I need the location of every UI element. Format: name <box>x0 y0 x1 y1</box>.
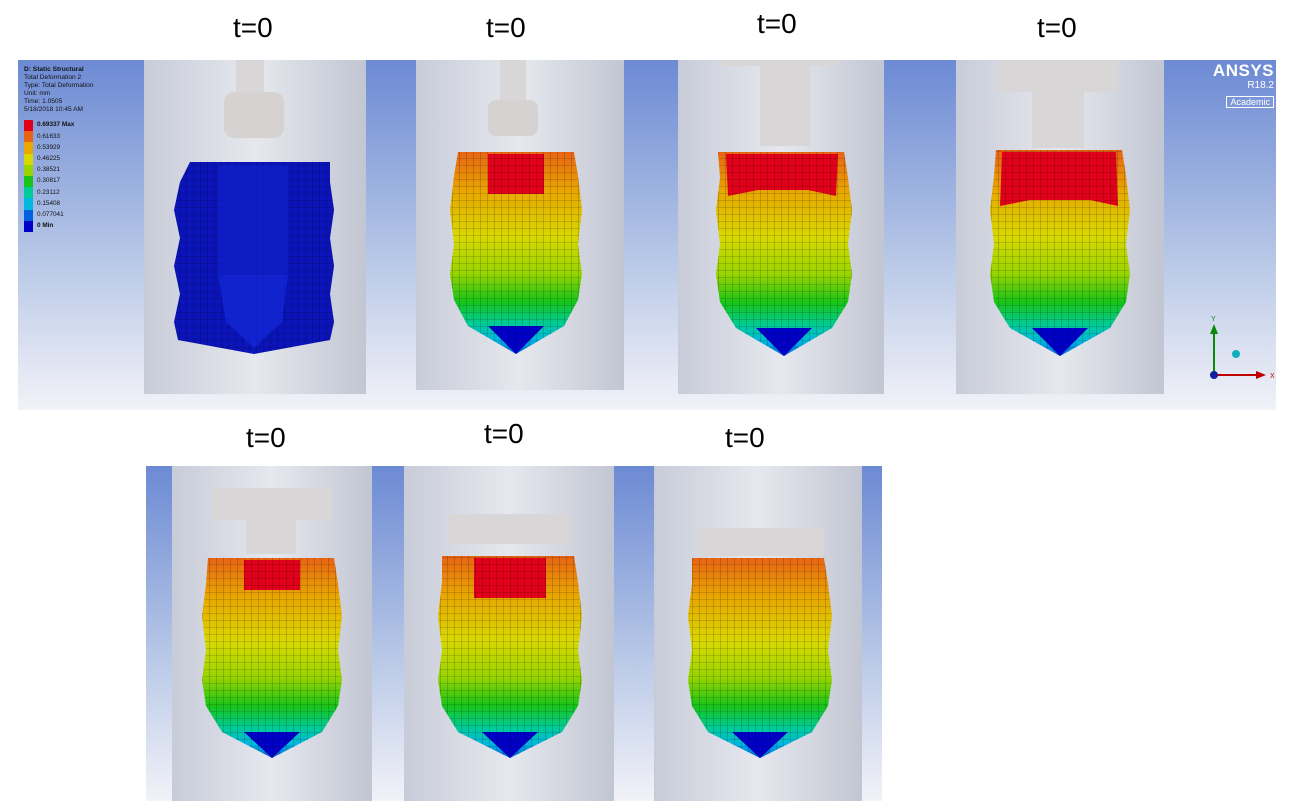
legend-swatch <box>24 120 33 132</box>
legend-swatch <box>24 209 33 221</box>
legend-value: 0.38521 <box>37 166 61 174</box>
legend-bands: 0.69337 Max 0.61633 0.53929 0.46225 0.38521 0… <box>24 120 134 232</box>
legend-value: 0.69337 Max <box>37 121 75 129</box>
legend-swatch <box>24 220 33 232</box>
frame-label-5: t=0 <box>246 422 286 453</box>
legend-value: 0.30817 <box>37 177 61 185</box>
frame-label-1: t=0 <box>233 12 273 43</box>
simulation-frames-row-1 <box>18 60 1276 410</box>
legend-band: 0.69337 Max <box>24 120 134 132</box>
viewport-row-1 <box>18 60 1276 410</box>
legend-swatch <box>24 131 33 143</box>
legend-swatch <box>24 198 33 210</box>
frame-3-model <box>678 60 884 394</box>
legend-swatch <box>24 187 33 199</box>
legend-band: 0.15408 <box>24 198 134 210</box>
legend-band: 0.077041 <box>24 209 134 221</box>
legend-time: Time: 1.0505 <box>24 98 63 105</box>
legend-value: 0 Min <box>37 222 54 230</box>
frame-label-4: t=0 <box>1037 12 1077 43</box>
frame-label-2: t=0 <box>486 12 526 43</box>
frame-5-model <box>172 466 372 801</box>
ansys-logo: ANSYS <box>1212 61 1274 80</box>
legend-band: 0 Min <box>24 220 134 232</box>
triad-x-label: X <box>1270 373 1275 380</box>
triad-icon: Y X <box>1210 316 1275 380</box>
frame-6-model <box>404 466 614 801</box>
legend-swatch <box>24 153 33 165</box>
legend-value: 0.23112 <box>37 188 60 196</box>
legend-swatch <box>24 142 33 154</box>
legend-analysis: D: Static Structural <box>24 66 84 73</box>
viewport-row-2 <box>146 466 882 801</box>
legend-band: 0.30817 <box>24 175 134 188</box>
legend-date: 5/18/2018 10:45 AM <box>24 106 84 113</box>
triad-y-label: Y <box>1211 316 1216 323</box>
ansys-brand: ANSYS R18.2 Academic <box>1196 62 1274 110</box>
legend-value: 0.53929 <box>37 143 61 151</box>
coordinate-triad[interactable]: Y X <box>1200 312 1280 384</box>
simulation-frames-row-2 <box>146 466 882 801</box>
legend-band: 0.53929 <box>24 142 134 154</box>
legend-band: 0.46225 <box>24 153 134 165</box>
frame-7-model <box>654 466 862 801</box>
legend-unit: Unit: mm <box>24 90 51 97</box>
legend-result-name: Total Deformation 2 <box>24 74 82 81</box>
legend-value: 0.46225 <box>37 154 61 162</box>
legend-value: 0.077041 <box>37 210 64 218</box>
legend-value: 0.61633 <box>37 132 61 140</box>
frame-label-3: t=0 <box>757 8 797 39</box>
frame-label-7: t=0 <box>725 422 765 453</box>
legend-band: 0.61633 <box>24 131 134 143</box>
legend-band: 0.23112 <box>24 187 134 199</box>
legend-value: 0.15408 <box>37 199 61 207</box>
legend-result-type: Type: Total Deformation <box>24 82 94 89</box>
result-legend: D: Static Structural Total Deformation 2… <box>24 66 134 232</box>
legend-swatch <box>24 164 33 176</box>
legend-swatch <box>24 175 33 188</box>
frame-label-6: t=0 <box>484 418 524 449</box>
ansys-version: R18.2 <box>1247 80 1274 91</box>
frame-2-model <box>416 60 624 390</box>
frame-4-model <box>956 60 1164 394</box>
ansys-edition: Academic <box>1226 96 1274 108</box>
legend-band: 0.38521 <box>24 164 134 176</box>
frame-1-model <box>144 60 366 394</box>
